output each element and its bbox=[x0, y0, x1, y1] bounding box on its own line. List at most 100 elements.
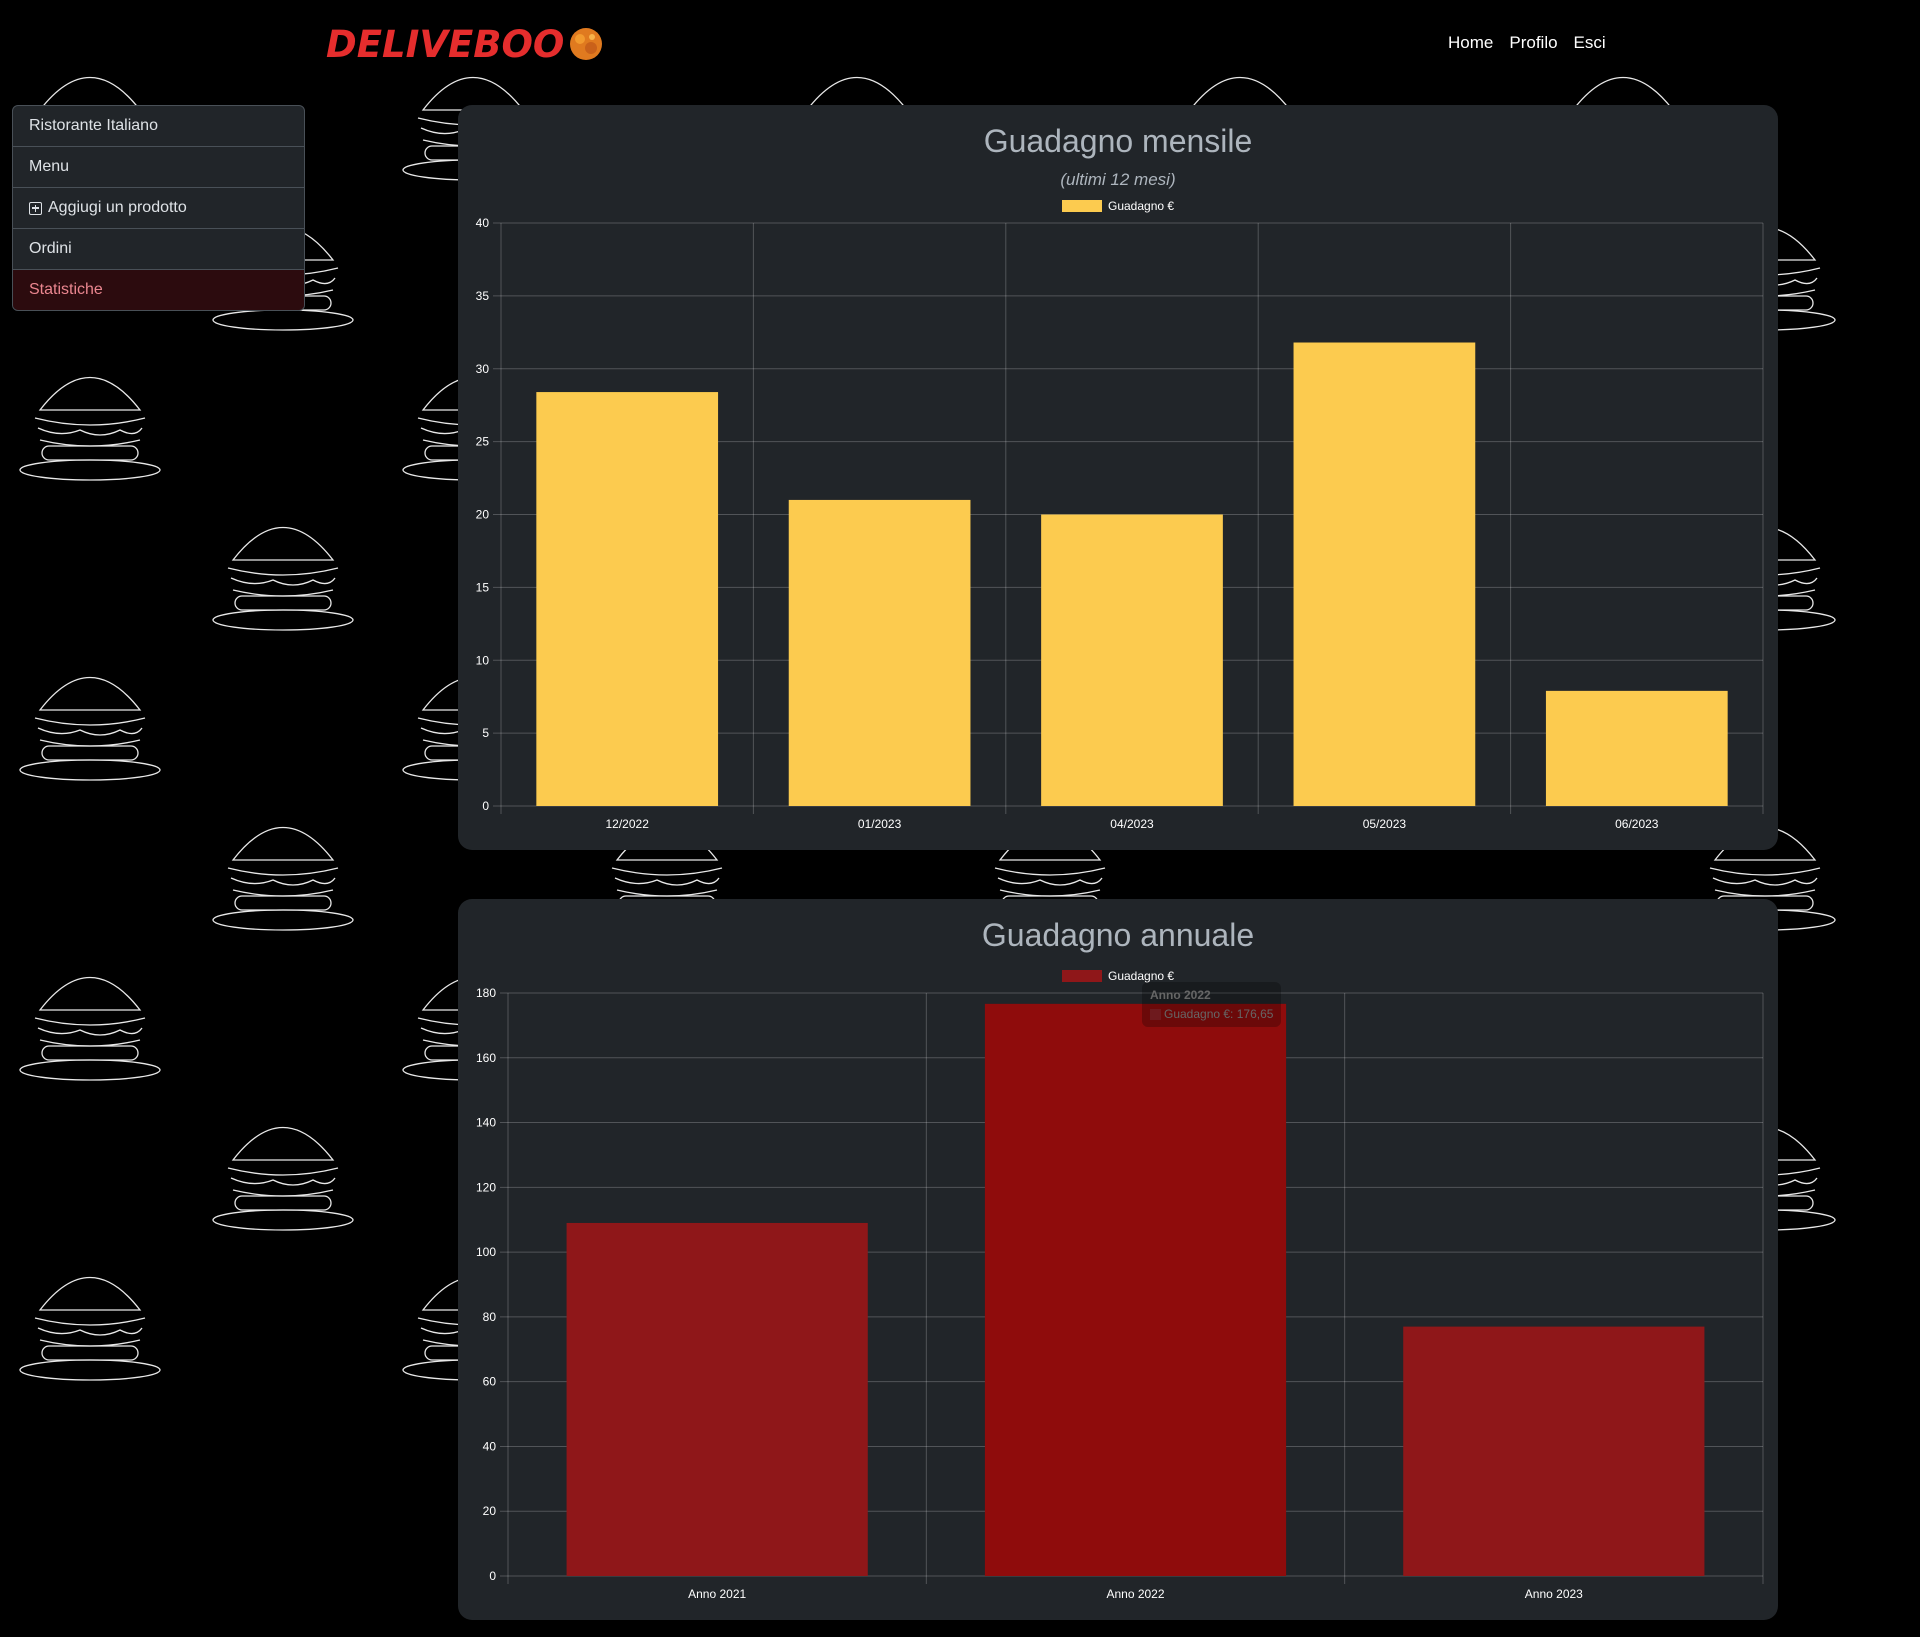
y-tick-label: 5 bbox=[482, 726, 489, 740]
layer-line bbox=[227, 567, 339, 576]
layer-line bbox=[999, 889, 1101, 897]
layer-line bbox=[34, 1317, 146, 1326]
y-tick-label: 15 bbox=[476, 580, 490, 594]
layer-line bbox=[37, 427, 143, 436]
x-tick-label: Anno 2022 bbox=[1106, 1587, 1164, 1601]
layer-line bbox=[1709, 867, 1821, 876]
y-tick-label: 100 bbox=[476, 1245, 496, 1259]
bun-top bbox=[38, 676, 142, 711]
nav-home-link[interactable]: Home bbox=[1448, 33, 1494, 52]
chart-legend[interactable]: Guadagno € bbox=[1062, 969, 1174, 983]
y-tick-label: 40 bbox=[483, 1439, 497, 1453]
chart-title: Guadagno annuale bbox=[981, 917, 1255, 953]
food-blob-icon bbox=[570, 28, 603, 60]
tooltip-title: Anno 2022 bbox=[1150, 988, 1211, 1002]
y-tick-label: 80 bbox=[483, 1310, 497, 1324]
monthly-bar-chart[interactable]: 0 5 10 15 20 25 30 35 40 12/2022 01/2023 04/2023 05/… bbox=[458, 105, 1778, 850]
bun-top bbox=[38, 76, 142, 111]
x-tick-label: Anno 2023 bbox=[1525, 1587, 1583, 1601]
bun-top bbox=[1188, 76, 1292, 111]
bun-top bbox=[231, 526, 335, 561]
y-tick-label: 30 bbox=[476, 362, 490, 376]
y-tick-label: 20 bbox=[476, 508, 490, 522]
layer-line bbox=[34, 717, 146, 726]
layer-line bbox=[616, 889, 718, 897]
sidebar-item-label: Statistiche bbox=[29, 281, 103, 298]
bun-top bbox=[38, 376, 142, 411]
plate bbox=[19, 759, 161, 781]
bun-bottom bbox=[41, 445, 139, 461]
annual-bar-chart[interactable]: 0 20 40 60 80 100 120 140 160 180 Anno 2021 Anno 20… bbox=[458, 899, 1778, 1620]
sidebar-item-add-product[interactable]: Aggiugi un prodotto bbox=[13, 188, 304, 229]
burger-doodle bbox=[212, 826, 354, 931]
x-tick-label: Anno 2021 bbox=[688, 1587, 746, 1601]
y-tick-label: 160 bbox=[476, 1051, 496, 1065]
plate bbox=[212, 1209, 354, 1231]
layer-line bbox=[232, 1189, 334, 1197]
bun-top bbox=[231, 826, 335, 861]
brand-logo[interactable]: DELIVEBOO bbox=[326, 20, 606, 68]
tooltip-label: Guadagno €: 176,65 bbox=[1164, 1007, 1274, 1021]
legend-swatch bbox=[1062, 200, 1102, 212]
layer-line bbox=[232, 589, 334, 597]
layer-line bbox=[232, 889, 334, 897]
bar bbox=[536, 392, 719, 806]
nav-links: Home Profilo Esci bbox=[1448, 33, 1606, 53]
layer-line bbox=[614, 877, 720, 886]
plate bbox=[212, 609, 354, 631]
layer-line bbox=[997, 877, 1103, 886]
layer-line bbox=[227, 867, 339, 876]
legend-swatch bbox=[1062, 970, 1102, 982]
layer-line bbox=[37, 1027, 143, 1036]
layer-line bbox=[37, 1327, 143, 1336]
y-tick-label: 140 bbox=[476, 1116, 496, 1130]
bun-top bbox=[421, 76, 525, 111]
sidebar-item-menu[interactable]: Menu bbox=[13, 147, 304, 188]
bun-bottom bbox=[234, 895, 332, 911]
burger-doodle bbox=[212, 1126, 354, 1231]
layer-line bbox=[37, 727, 143, 736]
layer-line bbox=[39, 739, 141, 747]
bar bbox=[788, 499, 971, 806]
y-tick-label: 35 bbox=[476, 289, 490, 303]
layer-line bbox=[39, 1339, 141, 1347]
y-tick-label: 20 bbox=[483, 1504, 497, 1518]
burger-doodle bbox=[212, 526, 354, 631]
layer-line bbox=[34, 1017, 146, 1026]
nav-logout-link[interactable]: Esci bbox=[1573, 33, 1606, 52]
plate bbox=[212, 309, 354, 331]
chart-legend[interactable]: Guadagno € bbox=[1062, 199, 1174, 213]
chart-subtitle: (ultimi 12 mesi) bbox=[1060, 170, 1176, 189]
layer-line bbox=[230, 877, 336, 886]
chart-title: Guadagno mensile bbox=[983, 123, 1253, 159]
y-tick-label: 10 bbox=[476, 653, 490, 667]
bar bbox=[566, 1222, 868, 1576]
layer-line bbox=[230, 1177, 336, 1186]
layer-line bbox=[230, 577, 336, 586]
layer-line bbox=[227, 1167, 339, 1176]
layer-line bbox=[1714, 889, 1816, 897]
plate bbox=[19, 1059, 161, 1081]
bun-bottom bbox=[41, 1045, 139, 1061]
y-tick-label: 25 bbox=[476, 435, 490, 449]
x-tick-label: 12/2022 bbox=[606, 817, 650, 831]
sidebar-item-restaurant[interactable]: Ristorante Italiano bbox=[13, 106, 304, 147]
plate bbox=[19, 459, 161, 481]
y-tick-label: 0 bbox=[482, 799, 489, 813]
sidebar-item-orders[interactable]: Ordini bbox=[13, 229, 304, 270]
nav-profile-link[interactable]: Profilo bbox=[1509, 33, 1558, 52]
legend-label: Guadagno € bbox=[1108, 969, 1175, 983]
burger-doodle bbox=[19, 976, 161, 1081]
layer-line bbox=[994, 867, 1106, 876]
sidebar-item-label: Ordini bbox=[29, 240, 72, 257]
sidebar-item-label: Aggiugi un prodotto bbox=[48, 199, 187, 216]
bun-bottom bbox=[234, 1195, 332, 1211]
bar bbox=[1403, 1326, 1705, 1576]
sidebar-item-label: Menu bbox=[29, 158, 70, 175]
sidebar-item-statistics[interactable]: Statistiche bbox=[13, 270, 304, 310]
logo-text: DELIVEBOO bbox=[326, 22, 565, 66]
plate bbox=[19, 1359, 161, 1381]
y-tick-label: 40 bbox=[476, 216, 490, 230]
bun-top bbox=[805, 76, 909, 111]
bun-top bbox=[38, 1276, 142, 1311]
